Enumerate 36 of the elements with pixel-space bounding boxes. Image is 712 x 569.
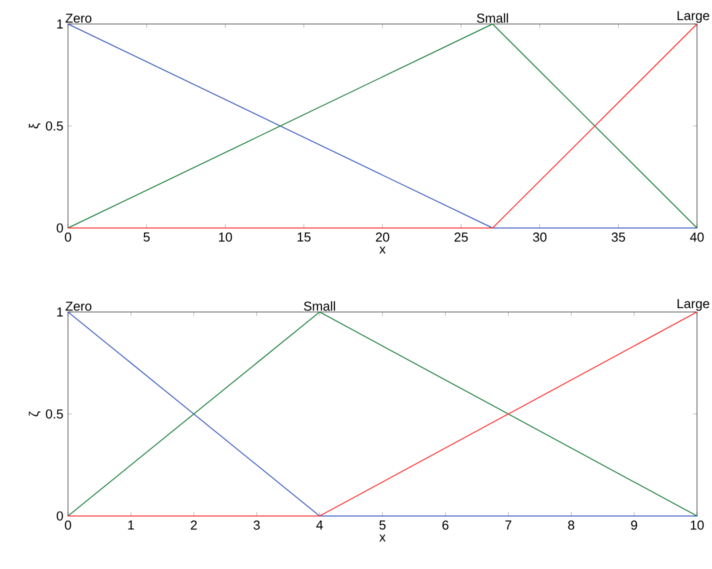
x-tick-label: 6 — [442, 520, 448, 530]
y-axis-title: ξ — [28, 123, 41, 128]
x-tick-label: 0 — [64, 520, 72, 530]
x-tick-label: 3 — [254, 520, 260, 530]
series-label: Zero — [66, 302, 92, 311]
y-tick-label: 1 — [57, 20, 63, 28]
x-tick-label: 15 — [298, 232, 311, 242]
x-tick-label: 35 — [612, 232, 626, 242]
x-axis-title: x — [379, 534, 386, 542]
x-tick-label: 8 — [568, 520, 574, 530]
x-tick-label: 7 — [505, 520, 512, 530]
x-tick-label: 5 — [144, 232, 150, 242]
x-axis-title: x — [379, 246, 386, 254]
series-label: Small — [476, 13, 508, 23]
y-tick-label: 0 — [56, 511, 63, 521]
x-tick-label: 25 — [454, 232, 468, 242]
y-tick-label: 0 — [56, 223, 63, 233]
y-tick-label: 0.5 — [46, 409, 63, 419]
x-tick-label: 5 — [379, 520, 386, 530]
x-tick-label: 40 — [690, 232, 704, 242]
x-tick-label: 2 — [190, 520, 197, 530]
x-tick-label: 0 — [64, 232, 72, 242]
x-tick-label: 9 — [631, 520, 638, 530]
x-tick-label: 4 — [316, 520, 323, 530]
series-label: Large — [678, 299, 710, 311]
x-tick-label: 10 — [690, 520, 704, 530]
series-label: Small — [304, 301, 335, 311]
series-label: Large — [678, 11, 710, 23]
x-tick-label: 1 — [128, 520, 134, 530]
series-label: Zero — [66, 14, 92, 23]
y-tick-label: 1 — [57, 308, 63, 316]
y-tick-label: 0.5 — [46, 121, 63, 131]
x-tick-label: 20 — [376, 232, 390, 242]
y-axis-title: ζ — [28, 411, 41, 416]
x-tick-label: 10 — [219, 232, 232, 242]
x-tick-label: 30 — [533, 232, 546, 242]
